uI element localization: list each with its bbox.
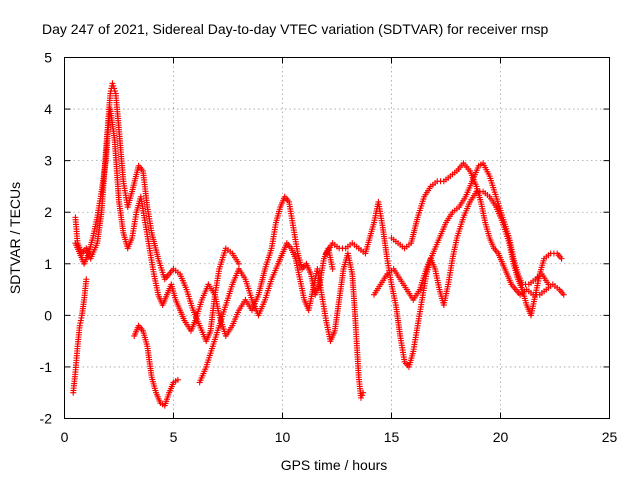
data-points <box>70 80 567 409</box>
data-point <box>558 255 565 262</box>
x-axis-label: GPS time / hours <box>281 457 388 473</box>
grid <box>64 57 610 419</box>
data-point <box>111 85 118 92</box>
data-point <box>174 376 181 383</box>
data-point <box>83 276 90 283</box>
x-tick-label: 15 <box>384 429 400 445</box>
data-point <box>235 260 242 267</box>
series-track-c <box>131 322 181 409</box>
y-axis-label: SDTVAR / TECUs <box>7 182 23 294</box>
x-tick-label: 25 <box>602 429 618 445</box>
y-tick-label: -1 <box>40 359 53 375</box>
data-point <box>560 291 567 298</box>
data-point <box>329 265 336 272</box>
y-tick-label: 5 <box>44 50 52 66</box>
data-point <box>357 394 364 401</box>
series-track-e <box>196 240 367 401</box>
data-point <box>359 392 366 399</box>
y-tick-label: 2 <box>44 204 52 220</box>
y-tick-label: 4 <box>44 101 52 117</box>
series-track-b <box>72 106 336 339</box>
data-point <box>109 80 116 87</box>
data-point <box>360 389 367 396</box>
x-tick-label: 10 <box>275 429 291 445</box>
data-point <box>111 88 118 95</box>
data-point <box>110 82 117 89</box>
series-track-h <box>371 160 552 303</box>
chart-title: Day 247 of 2021, Sidereal Day-to-day VTE… <box>42 21 548 37</box>
y-tick-label: 3 <box>44 153 52 169</box>
x-tick-label: 5 <box>170 429 178 445</box>
x-tick-label: 0 <box>61 429 69 445</box>
y-tick-label: 1 <box>44 256 52 272</box>
y-tick-label: 0 <box>44 307 52 323</box>
data-point <box>545 281 552 288</box>
plot-frame <box>64 57 610 419</box>
series-track-d <box>70 276 90 396</box>
x-tick-label: 20 <box>493 429 509 445</box>
series-track-f <box>323 188 565 370</box>
y-tick-label: -2 <box>40 411 53 427</box>
